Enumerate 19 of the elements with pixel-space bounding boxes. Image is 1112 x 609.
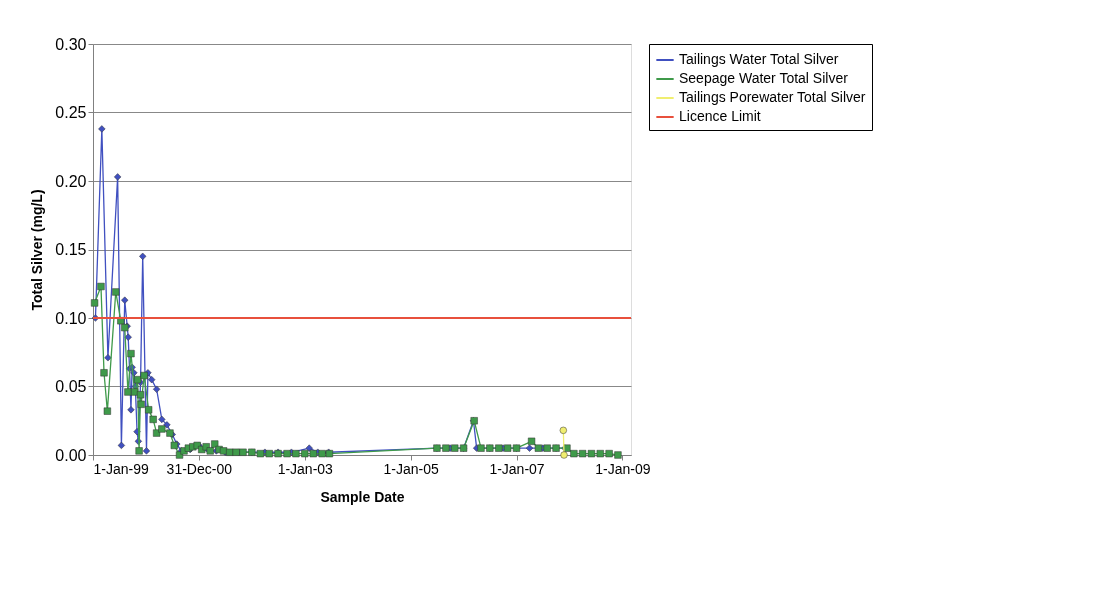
x-axis-title: Sample Date — [320, 488, 405, 505]
y-tick-label: 0.20 — [55, 172, 87, 190]
y-axis-title: Total Silver (mg/L) — [29, 189, 46, 311]
x-tick-label: 1-Jan-99 — [93, 460, 149, 477]
legend-label: Seepage Water Total Silver — [679, 70, 849, 86]
x-tick-label: 31-Dec-00 — [166, 460, 233, 477]
y-tick-label: 0.15 — [55, 241, 87, 258]
legend-label: Licence Limit — [679, 108, 761, 124]
x-tick-label: 1-Jan-09 — [595, 460, 651, 477]
y-tick-label: 0.25 — [55, 104, 87, 121]
y-tick-label: 0.05 — [55, 378, 87, 395]
legend-label: Tailings Porewater Total Silver — [679, 89, 866, 105]
y-tick-label: 0.10 — [55, 309, 87, 327]
x-tick-label: 1-Jan-03 — [277, 460, 334, 477]
x-tick-label: 1-Jan-07 — [489, 460, 545, 477]
y-tick-label: 0.30 — [55, 35, 87, 53]
legend-label: Tailings Water Total Silver — [679, 51, 839, 67]
x-tick-label: 1-Jan-05 — [383, 460, 440, 477]
y-tick-label: 0.00 — [55, 446, 87, 464]
